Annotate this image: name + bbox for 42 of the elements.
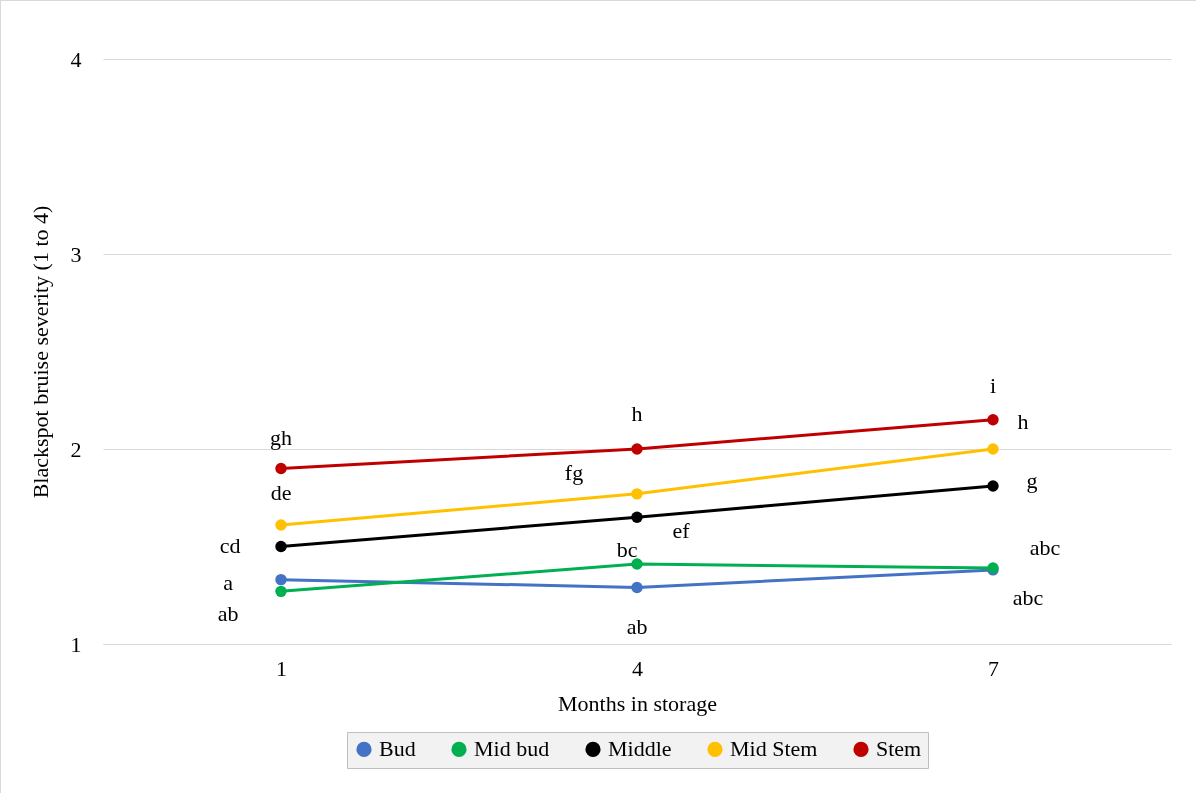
annotation: abc bbox=[1029, 534, 1061, 560]
legend-label: Middle bbox=[608, 736, 672, 762]
annotation: cd bbox=[219, 532, 241, 558]
point bbox=[275, 462, 287, 475]
point bbox=[275, 540, 287, 553]
point bbox=[275, 573, 287, 586]
point bbox=[631, 558, 643, 570]
point bbox=[631, 443, 643, 455]
annotation: abc bbox=[1012, 584, 1044, 610]
point bbox=[631, 581, 643, 594]
y-tick-label: 2 bbox=[70, 436, 82, 462]
y-axis-title: Blackspot bruise severity (1 to 4) bbox=[27, 205, 53, 499]
point bbox=[631, 511, 643, 523]
point bbox=[987, 443, 999, 455]
point bbox=[275, 585, 287, 598]
point bbox=[987, 414, 999, 426]
annotation: bc bbox=[616, 537, 638, 563]
x-tick-label: 7 bbox=[988, 655, 999, 681]
y-tick-label: 4 bbox=[70, 46, 82, 72]
y-tick-label: 1 bbox=[70, 631, 82, 657]
x-tick-label: 1 bbox=[276, 655, 287, 681]
annotation: i bbox=[989, 372, 997, 398]
annotation: h bbox=[1017, 409, 1029, 434]
annotation: ab bbox=[217, 601, 239, 627]
legend-label: Mid Stem bbox=[730, 736, 818, 762]
y-tick-label: 3 bbox=[70, 241, 82, 267]
x-axis-title: Months in storage bbox=[558, 690, 717, 716]
annotation: fg bbox=[564, 459, 584, 485]
annotation: gh bbox=[270, 424, 292, 450]
annotation: h bbox=[631, 401, 643, 426]
legend-label: Stem bbox=[876, 736, 922, 762]
annotation: ab bbox=[626, 614, 648, 640]
annotation: de bbox=[270, 480, 292, 506]
point bbox=[631, 488, 643, 500]
annotation: a bbox=[223, 569, 234, 595]
point bbox=[275, 519, 287, 531]
point bbox=[987, 480, 999, 492]
annotation: g bbox=[1026, 468, 1038, 494]
legend-label: Mid bud bbox=[474, 736, 550, 762]
x-tick-label: 4 bbox=[632, 655, 643, 681]
legend-label: Bud bbox=[379, 736, 416, 762]
annotation: ef bbox=[672, 518, 691, 544]
